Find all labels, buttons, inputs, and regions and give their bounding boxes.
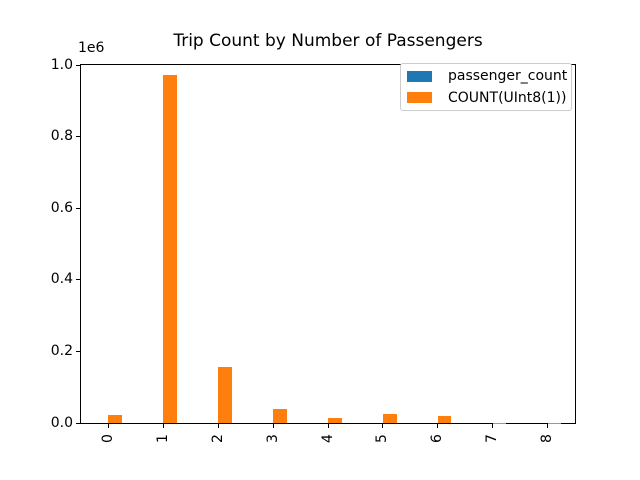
y-tick-label-0.2: 0.2 — [50, 342, 73, 359]
x-tick-label-3: 3 — [264, 434, 281, 443]
plot-area — [80, 64, 576, 424]
y-tick-0.6 — [76, 207, 80, 209]
legend-swatch-count-uint8 — [407, 92, 432, 104]
bar-COUNT(UInt8(1))-0 — [108, 415, 123, 423]
x-tick-4 — [327, 424, 329, 428]
bar-COUNT(UInt8(1))-1 — [163, 75, 177, 423]
x-tick-label-1: 1 — [154, 434, 171, 443]
legend-label-count-uint8: COUNT(UInt8(1)) — [448, 89, 567, 106]
legend-entry-passenger-count: passenger_count — [401, 67, 571, 85]
y-tick-label-1.0: 1.0 — [50, 56, 73, 73]
x-tick-label-7: 7 — [484, 434, 501, 443]
legend-label-passenger-count: passenger_count — [448, 68, 568, 85]
y-tick-0.4 — [76, 279, 80, 281]
y-tick-0.2 — [76, 350, 80, 352]
legend: passenger_count COUNT(UInt8(1)) — [400, 63, 572, 111]
bar-COUNT(UInt8(1))-2 — [218, 367, 232, 423]
x-tick-label-4: 4 — [319, 434, 336, 443]
x-tick-label-0: 0 — [99, 434, 116, 443]
y-axis-offset-label: 1e6 — [78, 40, 105, 56]
x-tick-2 — [217, 424, 219, 428]
y-tick-label-0.0: 0.0 — [50, 414, 73, 431]
y-tick-label-0.4: 0.4 — [50, 271, 73, 288]
x-tick-label-6: 6 — [429, 434, 446, 443]
x-tick-label-8: 8 — [539, 434, 556, 443]
y-tick-0.0 — [76, 422, 80, 424]
bar-COUNT(UInt8(1))-6 — [437, 415, 452, 423]
chart-title: Trip Count by Number of Passengers — [173, 31, 483, 51]
y-tick-1.0 — [76, 64, 80, 66]
bar-COUNT(UInt8(1))-5 — [382, 413, 397, 423]
x-tick-8 — [547, 424, 549, 428]
legend-entry-count-uint8: COUNT(UInt8(1)) — [401, 89, 571, 107]
bar-COUNT(UInt8(1))-3 — [273, 409, 287, 423]
bar-COUNT(UInt8(1))-4 — [328, 417, 342, 423]
y-tick-label-0.6: 0.6 — [50, 199, 73, 216]
x-tick-label-2: 2 — [209, 434, 226, 443]
x-tick-3 — [272, 424, 274, 428]
y-tick-label-0.8: 0.8 — [50, 128, 73, 145]
x-tick-1 — [162, 424, 164, 428]
x-tick-6 — [437, 424, 439, 428]
y-tick-0.8 — [76, 136, 80, 138]
x-tick-5 — [382, 424, 384, 428]
x-tick-label-5: 5 — [374, 434, 391, 443]
x-tick-0 — [107, 424, 109, 428]
x-tick-7 — [492, 424, 494, 428]
legend-swatch-passenger-count — [407, 70, 432, 82]
